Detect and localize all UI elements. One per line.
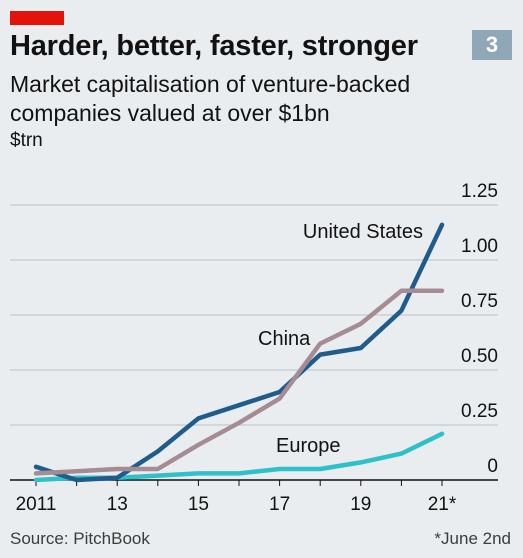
series-label-europe: Europe xyxy=(276,435,341,457)
series-label-united-states: United States xyxy=(303,221,423,243)
x-tick-label: 21* xyxy=(428,494,457,515)
y-tick-label: 0.25 xyxy=(461,401,498,422)
chart-unit-label: $trn xyxy=(10,130,43,151)
series-label-china: China xyxy=(258,328,311,350)
date-footnote: *June 2nd xyxy=(434,529,511,548)
y-tick-label: 1.25 xyxy=(461,181,498,202)
series-line-united-states xyxy=(33,222,445,483)
chart-title: Harder, better, faster, stronger xyxy=(10,30,418,62)
series-line-china xyxy=(33,288,445,476)
x-tick-label: 19 xyxy=(350,494,371,515)
y-tick-label: 0.75 xyxy=(461,291,498,312)
x-tick-label: 17 xyxy=(269,494,290,515)
chart-subtitle: Market capitalisation of venture-backed … xyxy=(10,71,411,126)
x-tick-label: 13 xyxy=(107,494,128,515)
brand-red-tag xyxy=(10,11,64,25)
y-tick-label: 0 xyxy=(487,456,498,477)
source-note: Source: PitchBook xyxy=(10,529,150,548)
x-tick-label: 2011 xyxy=(16,494,57,515)
y-tick-label: 0.50 xyxy=(461,346,498,367)
series-line-europe xyxy=(33,431,445,483)
chart-number-badge: 3 xyxy=(472,30,512,60)
y-tick-label: 1.00 xyxy=(461,236,498,257)
x-tick-label: 15 xyxy=(188,494,209,515)
